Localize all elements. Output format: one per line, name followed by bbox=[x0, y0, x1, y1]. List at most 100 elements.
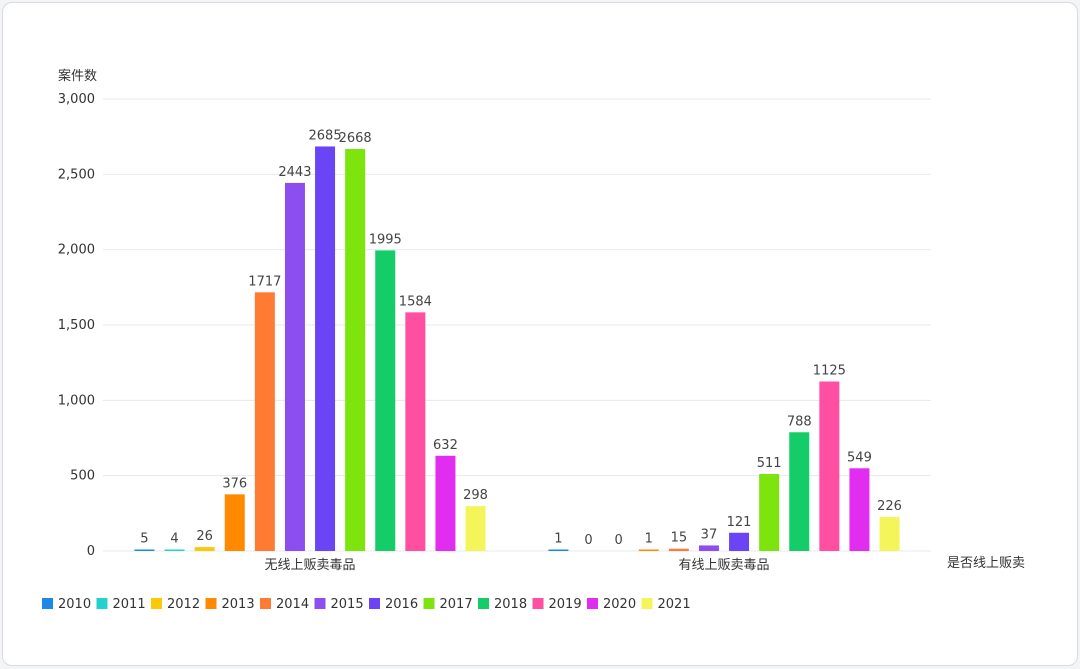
data-label: 1584 bbox=[399, 294, 432, 309]
bar-2017-1 bbox=[345, 149, 366, 551]
y-tick-label: 2,500 bbox=[58, 167, 95, 182]
bar-2021-1 bbox=[465, 506, 486, 551]
bar-2020-2 bbox=[849, 468, 870, 551]
legend-swatch bbox=[587, 598, 598, 609]
y-tick-label: 3,000 bbox=[58, 92, 95, 107]
legend-item-2020[interactable]: 2020 bbox=[587, 597, 636, 612]
data-label: 0 bbox=[584, 533, 592, 548]
legend-swatch bbox=[205, 598, 217, 609]
legend-item-2010[interactable]: 2010 bbox=[42, 597, 91, 612]
y-axis-label: 案件数 bbox=[58, 69, 97, 84]
legend-swatch bbox=[478, 598, 489, 609]
legend-swatch bbox=[314, 598, 326, 609]
legend: 2010 2011 2012 2013 2014 2015 2016 2017 2018 2019… bbox=[42, 597, 691, 612]
data-label: 2685 bbox=[309, 128, 342, 143]
legend-swatch bbox=[42, 598, 53, 609]
legend-item-2011[interactable]: 2011 bbox=[96, 597, 146, 612]
legend-label: 2015 bbox=[331, 597, 364, 612]
data-label: 549 bbox=[847, 450, 872, 465]
legend-label: 2021 bbox=[658, 597, 691, 612]
y-tick-label: 1,500 bbox=[58, 318, 95, 333]
legend-swatch bbox=[260, 598, 271, 609]
x-axis-categories: 无线上贩卖毒品 有线上贩卖毒品 bbox=[264, 558, 769, 573]
x-category-label: 无线上贩卖毒品 bbox=[264, 558, 355, 573]
data-label: 26 bbox=[196, 529, 213, 544]
y-tick-label: 0 bbox=[87, 544, 95, 559]
legend-label: 2014 bbox=[276, 597, 309, 612]
data-label: 2443 bbox=[278, 165, 311, 180]
bar-2020-1 bbox=[435, 455, 456, 551]
bar-2016-1 bbox=[315, 146, 336, 551]
data-label: 4 bbox=[170, 532, 178, 547]
data-label: 37 bbox=[701, 527, 718, 542]
legend-label: 2018 bbox=[494, 597, 527, 612]
data-label: 632 bbox=[433, 438, 458, 453]
legend-item-2013[interactable]: 2013 bbox=[205, 597, 255, 612]
legend-label: 2011 bbox=[113, 597, 146, 612]
y-tick-label: 1,000 bbox=[58, 393, 95, 408]
bar-2018-1 bbox=[375, 250, 396, 552]
legend-item-2016[interactable]: 2016 bbox=[369, 597, 418, 612]
legend-label: 2020 bbox=[603, 597, 636, 612]
data-label: 121 bbox=[727, 515, 752, 530]
data-label: 1717 bbox=[248, 274, 281, 289]
legend-label: 2013 bbox=[222, 597, 255, 612]
y-tick-label: 500 bbox=[70, 469, 95, 484]
legend-label: 2019 bbox=[549, 597, 582, 612]
legend-item-2012[interactable]: 2012 bbox=[151, 597, 200, 612]
data-label: 1 bbox=[554, 532, 562, 547]
bar-2018-2 bbox=[789, 432, 810, 551]
data-label: 511 bbox=[757, 456, 782, 471]
bar-2011-1 bbox=[164, 549, 185, 551]
data-label: 1125 bbox=[813, 364, 846, 379]
legend-swatch bbox=[532, 598, 544, 609]
legend-item-2015[interactable]: 2015 bbox=[314, 597, 364, 612]
data-label: 1 bbox=[645, 532, 653, 547]
legend-label: 2016 bbox=[385, 597, 418, 612]
bar-2021-2 bbox=[879, 516, 900, 551]
legend-item-2014[interactable]: 2014 bbox=[260, 597, 309, 612]
bars bbox=[134, 146, 900, 552]
bar-2016-2 bbox=[729, 532, 750, 551]
data-label: 1995 bbox=[369, 232, 402, 247]
bar-2010-1 bbox=[134, 549, 155, 551]
legend-swatch bbox=[369, 598, 380, 609]
data-label: 226 bbox=[877, 499, 902, 514]
legend-label: 2017 bbox=[440, 597, 473, 612]
legend-item-2019[interactable]: 2019 bbox=[532, 597, 582, 612]
y-tick-label: 2,000 bbox=[58, 243, 95, 258]
data-label: 298 bbox=[463, 488, 488, 503]
data-label: 2668 bbox=[339, 131, 372, 146]
data-label: 376 bbox=[222, 476, 247, 491]
data-label: 788 bbox=[787, 414, 812, 429]
bar-2017-2 bbox=[759, 474, 780, 551]
legend-swatch bbox=[151, 598, 162, 609]
legend-item-2017[interactable]: 2017 bbox=[423, 597, 473, 612]
y-axis-ticks: 0 500 1,000 1,500 2,000 2,500 3,000 bbox=[58, 92, 95, 559]
bar-2015-2 bbox=[698, 545, 719, 551]
x-axis-label: 是否线上贩卖 bbox=[947, 556, 1025, 571]
legend-label: 2010 bbox=[58, 597, 91, 612]
bar-2015-1 bbox=[284, 182, 305, 551]
bar-2014-1 bbox=[254, 292, 275, 551]
data-label: 5 bbox=[140, 532, 148, 547]
bar-2013-2 bbox=[638, 549, 659, 551]
bar-2012-1 bbox=[194, 547, 215, 551]
bar-2019-1 bbox=[405, 312, 426, 551]
legend-swatch bbox=[641, 598, 653, 609]
grid-lines bbox=[103, 98, 931, 552]
bar-2010-2 bbox=[548, 549, 569, 551]
bar-2014-2 bbox=[668, 548, 689, 551]
legend-item-2018[interactable]: 2018 bbox=[478, 597, 527, 612]
legend-swatch bbox=[96, 598, 108, 609]
bar-2019-2 bbox=[819, 381, 840, 551]
data-label: 0 bbox=[615, 533, 623, 548]
legend-swatch bbox=[423, 598, 435, 609]
bar-2013-1 bbox=[224, 494, 245, 551]
legend-label: 2012 bbox=[167, 597, 200, 612]
data-label: 15 bbox=[671, 531, 688, 546]
legend-item-2021[interactable]: 2021 bbox=[641, 597, 691, 612]
